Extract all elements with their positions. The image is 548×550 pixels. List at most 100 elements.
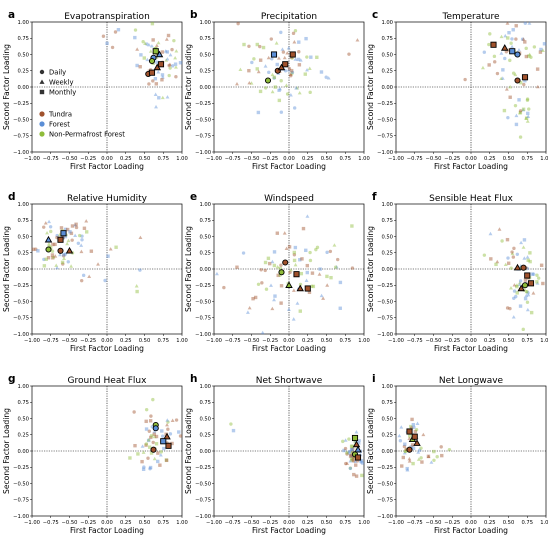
mean-point: [406, 446, 413, 453]
y-tick-label: 0.00: [17, 85, 29, 91]
y-tick-label: 0.00: [17, 449, 29, 455]
data-point: [531, 291, 536, 295]
data-point: [279, 263, 283, 267]
data-point: [160, 50, 165, 54]
data-point: [269, 37, 274, 41]
data-point: [291, 288, 296, 292]
data-point: [290, 70, 295, 74]
data-point: [525, 255, 530, 259]
data-point: [148, 465, 153, 470]
data-point: [171, 64, 175, 68]
data-point: [134, 284, 139, 288]
data-point: [349, 444, 354, 449]
x-tick-label: 0.75: [157, 156, 169, 162]
data-point: [539, 263, 544, 267]
data-point: [153, 76, 158, 81]
x-tick-label: −0.50: [62, 520, 78, 526]
data-point: [298, 58, 303, 62]
panel-f: −1.00−1.00−0.75−0.75−0.50−0.50−0.25−0.25…: [366, 191, 548, 353]
data-point: [527, 54, 531, 58]
data-point: [535, 67, 540, 71]
data-point: [282, 55, 287, 60]
data-point: [523, 79, 527, 83]
data-point: [338, 280, 343, 285]
data-point: [297, 50, 301, 54]
x-tick-label: −0.25: [80, 156, 96, 162]
x-tick-label: 0.50: [503, 520, 515, 526]
y-tick-label: 0.00: [381, 267, 393, 273]
x-tick-label: −0.25: [262, 156, 278, 162]
panel-letter: d: [8, 191, 16, 203]
data-point: [270, 306, 275, 311]
data-point: [60, 260, 65, 265]
mean-point: [152, 48, 159, 55]
y-tick-label: 1.00: [199, 20, 211, 26]
x-tick-label: −0.50: [426, 520, 442, 526]
mean-point: [527, 280, 535, 287]
data-point: [347, 451, 351, 455]
data-point: [172, 38, 176, 43]
y-tick-label: −1.00: [377, 332, 393, 338]
data-point: [513, 72, 518, 77]
data-point: [301, 226, 306, 231]
y-tick-label: 1.00: [199, 202, 211, 208]
x-tick-label: −0.50: [426, 156, 442, 162]
x-tick-label: 0.50: [139, 338, 151, 344]
data-point: [287, 245, 292, 249]
data-point: [493, 60, 497, 64]
data-point: [101, 34, 106, 38]
data-point: [308, 250, 312, 255]
data-point: [42, 264, 47, 268]
data-point: [247, 44, 251, 48]
data-point: [79, 243, 84, 247]
data-point: [160, 75, 165, 79]
data-point: [103, 278, 107, 283]
mean-point: [160, 438, 167, 445]
data-point: [523, 40, 527, 44]
data-point: [359, 460, 363, 464]
x-tick-label: 0.25: [120, 520, 132, 526]
data-point: [342, 448, 346, 453]
y-tick-label: 1.00: [381, 20, 393, 26]
y-tick-label: −1.00: [13, 150, 29, 156]
data-point: [355, 38, 360, 42]
data-point: [144, 443, 148, 447]
data-point: [61, 262, 65, 266]
data-point: [147, 429, 151, 433]
data-point: [503, 262, 508, 267]
y-tick-label: −0.25: [13, 101, 29, 107]
x-tick-label: −0.75: [407, 156, 423, 162]
x-tick-label: 0.25: [120, 338, 132, 344]
data-point: [502, 108, 507, 113]
data-point: [334, 264, 339, 269]
data-point: [309, 55, 313, 59]
x-tick-label: −0.50: [244, 520, 260, 526]
data-point: [495, 259, 500, 264]
data-point: [128, 456, 132, 460]
mean-point: [513, 263, 522, 271]
data-point: [515, 284, 519, 289]
data-point: [525, 300, 530, 304]
data-point: [53, 242, 57, 247]
x-tick-label: 0.00: [283, 156, 295, 162]
data-point: [350, 458, 354, 462]
data-point: [166, 427, 170, 431]
legend-label: Tundra: [48, 110, 72, 118]
data-point: [333, 265, 338, 269]
data-point: [284, 83, 289, 87]
panel-title: Net Shortwave: [256, 376, 323, 386]
mean-point: [270, 51, 278, 58]
data-point: [345, 461, 349, 465]
x-tick-label: 0.25: [484, 156, 496, 162]
data-point: [267, 70, 271, 75]
data-point: [524, 289, 529, 294]
data-point: [165, 422, 169, 427]
x-tick-label: 1.00: [358, 156, 370, 162]
data-point: [535, 84, 540, 89]
data-point: [541, 281, 545, 286]
mean-point: [351, 434, 359, 442]
legend-swatch: [39, 131, 45, 137]
data-point: [528, 251, 532, 255]
data-point: [432, 449, 436, 454]
mean-point: [264, 77, 272, 84]
